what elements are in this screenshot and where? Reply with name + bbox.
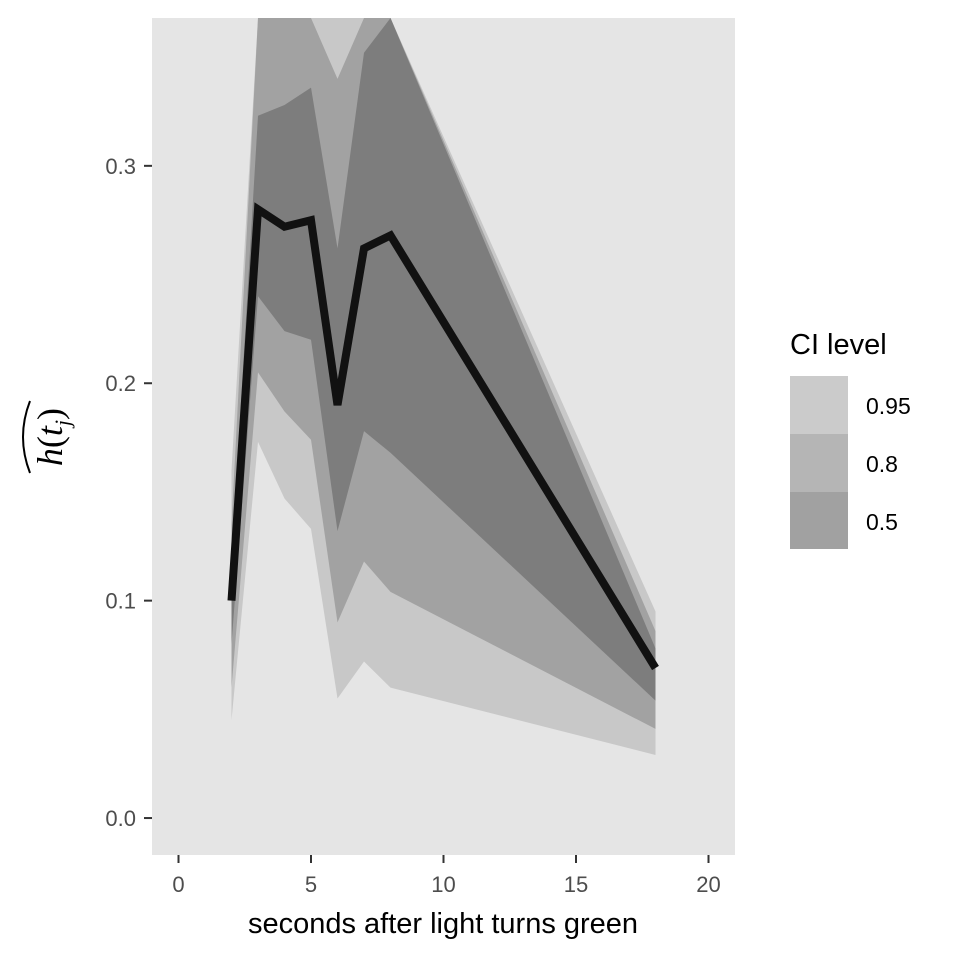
y-tick-label-0.0: 0.0 bbox=[105, 806, 136, 831]
estimate-layer bbox=[227, 202, 659, 671]
ci-band-05 bbox=[231, 18, 656, 701]
estimate-line bbox=[227, 202, 659, 671]
legend-key-08 bbox=[790, 434, 848, 492]
y-title-open: ( bbox=[30, 436, 70, 448]
ci-bands bbox=[231, 18, 656, 755]
y-title-j: j bbox=[50, 420, 75, 429]
x-tick-label-5: 5 bbox=[305, 872, 317, 897]
y-tick-label-0.1: 0.1 bbox=[105, 589, 136, 614]
y-tick-label-0.2: 0.2 bbox=[105, 371, 136, 396]
legend-key-095 bbox=[790, 376, 848, 434]
x-tick-label-15: 15 bbox=[564, 872, 588, 897]
y-axis-title: h(tj) bbox=[22, 400, 75, 474]
y-title-close: ) bbox=[30, 408, 70, 420]
legend-label-08: 0.8 bbox=[866, 451, 898, 477]
legend-key-05 bbox=[790, 492, 848, 549]
x-axis: 0 5 10 15 20 bbox=[172, 855, 721, 897]
y-title-t: t bbox=[30, 425, 70, 436]
y-axis: 0.0 0.1 0.2 0.3 bbox=[105, 154, 152, 831]
legend-label-05: 0.5 bbox=[866, 509, 898, 535]
legend-title: CI level bbox=[790, 329, 887, 361]
y-title-hat bbox=[22, 400, 31, 474]
y-tick-label-0.3: 0.3 bbox=[105, 154, 136, 179]
svg-text:h(tj): h(tj) bbox=[30, 408, 75, 466]
x-tick-label-20: 20 bbox=[696, 872, 720, 897]
y-title-h: h bbox=[30, 448, 70, 466]
x-tick-label-0: 0 bbox=[172, 872, 184, 897]
legend: CI level 0.95 0.8 0.5 bbox=[790, 329, 911, 549]
x-axis-title: seconds after light turns green bbox=[248, 908, 638, 940]
x-tick-label-10: 10 bbox=[431, 872, 455, 897]
legend-label-095: 0.95 bbox=[866, 393, 911, 419]
